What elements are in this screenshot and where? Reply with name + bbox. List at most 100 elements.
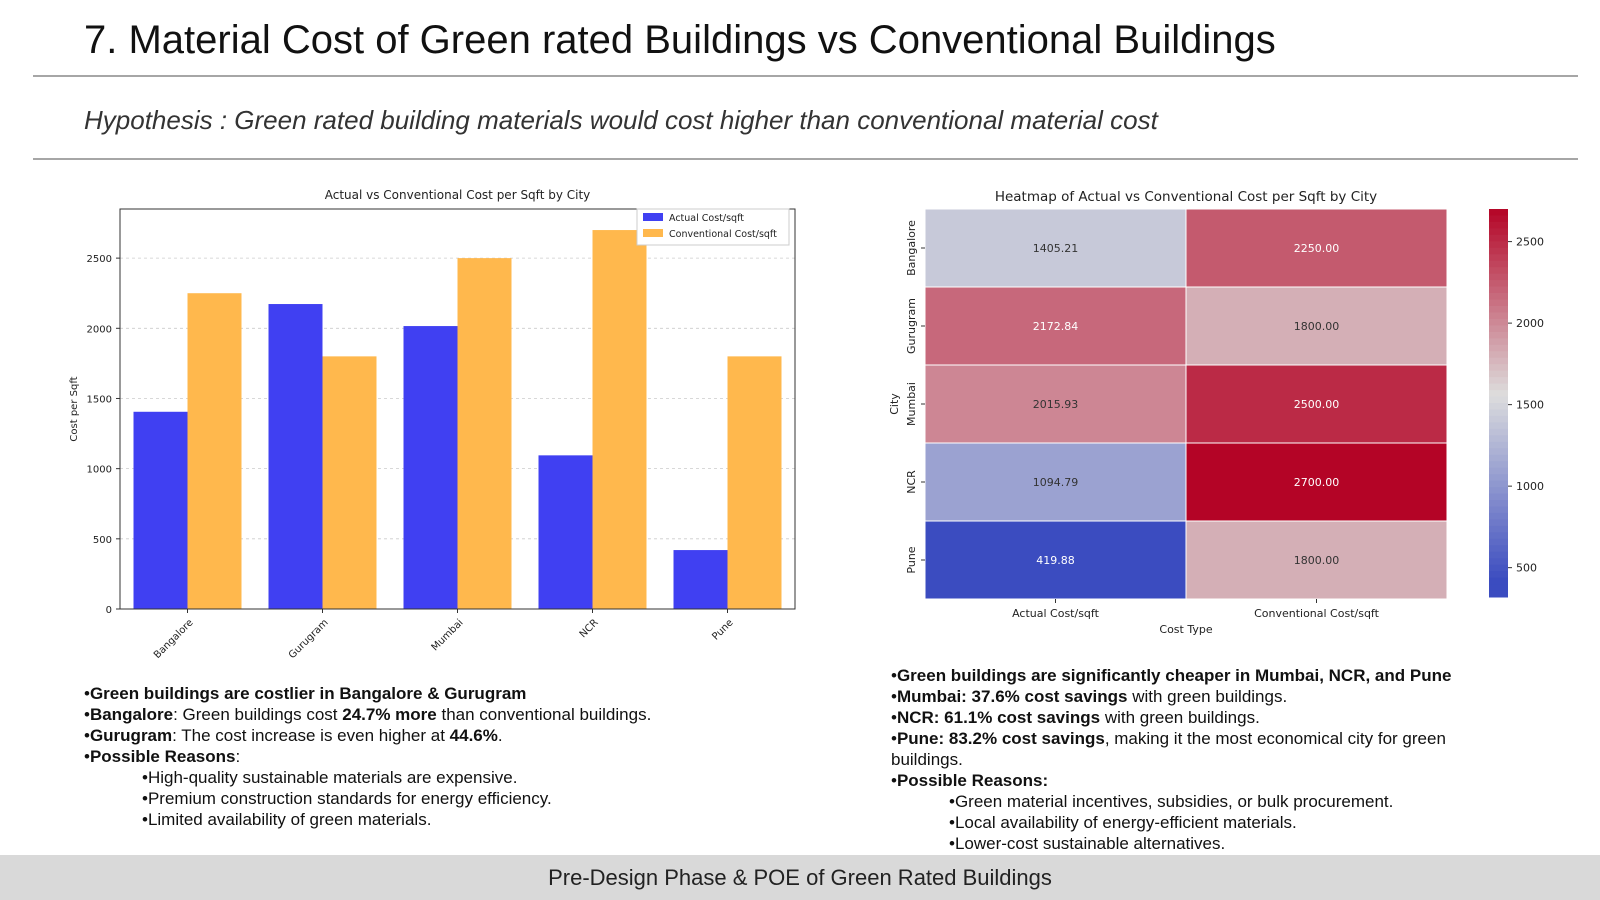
plain-text: : bbox=[235, 747, 241, 766]
colorbar-segment bbox=[1489, 538, 1508, 546]
colorbar-tick-label: 500 bbox=[1516, 562, 1537, 575]
colorbar-segment bbox=[1489, 228, 1508, 236]
reason-text: Green material incentives, subsidies, or… bbox=[954, 792, 1394, 811]
plain-text: : Green buildings cost bbox=[173, 705, 343, 724]
colorbar-tick-label: 1000 bbox=[1516, 480, 1544, 493]
colorbar-tick-label: 1500 bbox=[1516, 399, 1544, 412]
colorbar-segment bbox=[1489, 293, 1508, 301]
colorbar-segment bbox=[1489, 215, 1508, 223]
x-tick-label: Mumbai bbox=[430, 617, 466, 653]
plain-text: . bbox=[497, 726, 503, 745]
colorbar-segment bbox=[1489, 280, 1508, 288]
heatmap-cell-label: 1405.21 bbox=[1033, 242, 1079, 255]
colorbar-segment bbox=[1489, 286, 1508, 294]
conventional-cost-bar bbox=[592, 230, 647, 610]
finding-bullet: •Possible Reasons: bbox=[891, 770, 1511, 791]
heatmap-x-tick-label: Actual Cost/sqft bbox=[1012, 607, 1100, 620]
colorbar-segment bbox=[1489, 377, 1508, 385]
colorbar-segment bbox=[1489, 396, 1508, 404]
bullet-marker: • bbox=[84, 684, 90, 703]
legend-swatch bbox=[643, 229, 663, 237]
y-tick-label: 0 bbox=[106, 605, 112, 616]
heatmap-y-tick-label: Mumbai bbox=[905, 382, 918, 426]
colorbar-segment bbox=[1489, 454, 1508, 462]
bullet-marker: • bbox=[949, 813, 955, 832]
colorbar-segment bbox=[1489, 506, 1508, 514]
y-tick-label: 1500 bbox=[87, 394, 112, 405]
colorbar-segment bbox=[1489, 500, 1508, 507]
x-tick-label: NCR bbox=[578, 617, 601, 640]
colorbar-segment bbox=[1489, 325, 1508, 333]
colorbar-segment bbox=[1489, 260, 1508, 268]
colorbar-segment bbox=[1489, 564, 1508, 572]
finding-bullet: •NCR: 61.1% cost savings with green buil… bbox=[891, 707, 1511, 728]
bullet-marker: • bbox=[891, 687, 897, 706]
bold-text: Green buildings are costlier in Bangalor… bbox=[89, 684, 527, 703]
hypothesis-divider bbox=[33, 158, 1578, 160]
bullet-marker: • bbox=[949, 834, 955, 853]
bullet-marker: • bbox=[84, 747, 90, 766]
bullet-marker: • bbox=[891, 771, 897, 790]
footer-bar: Pre-Design Phase & POE of Green Rated Bu… bbox=[0, 855, 1600, 900]
conventional-cost-bar bbox=[322, 356, 377, 609]
colorbar-segment bbox=[1489, 493, 1508, 501]
actual-cost-bar bbox=[673, 550, 728, 609]
colorbar-segment bbox=[1489, 525, 1508, 533]
legend-swatch bbox=[643, 213, 663, 221]
heatmap-chart: Heatmap of Actual vs Conventional Cost p… bbox=[888, 189, 1544, 636]
heatmap-cell bbox=[924, 442, 1187, 522]
bar-chart-title: Actual vs Conventional Cost per Sqft by … bbox=[325, 188, 591, 202]
reason-bullet: •Lower-cost sustainable alternatives. bbox=[891, 833, 1511, 854]
colorbar-segment bbox=[1489, 571, 1508, 579]
reason-bullet: •Local availability of energy-efficient … bbox=[891, 812, 1511, 833]
reason-bullet: •High-quality sustainable materials are … bbox=[84, 767, 844, 788]
bold-text: Possible Reasons bbox=[89, 747, 236, 766]
colorbar-segment bbox=[1489, 532, 1508, 540]
conventional-cost-bar bbox=[187, 293, 242, 609]
plain-text: than conventional buildings. bbox=[436, 705, 652, 724]
colorbar-segment bbox=[1489, 247, 1508, 255]
heatmap-cell bbox=[1185, 520, 1448, 600]
plain-text: with green buildings. bbox=[1127, 687, 1288, 706]
colorbar-segment bbox=[1489, 312, 1508, 320]
legend-label: Actual Cost/sqft bbox=[669, 213, 744, 224]
colorbar-segment bbox=[1489, 435, 1508, 443]
colorbar-segment bbox=[1489, 338, 1508, 346]
bold-text: Pune: 83.2% cost savings bbox=[896, 729, 1105, 748]
y-tick-label: 1000 bbox=[87, 465, 112, 476]
bold-text: Green buildings are significantly cheape… bbox=[896, 666, 1452, 685]
reason-text: Lower-cost sustainable alternatives. bbox=[954, 834, 1226, 853]
heatmap-title: Heatmap of Actual vs Conventional Cost p… bbox=[995, 189, 1377, 205]
bullet-marker: • bbox=[891, 729, 897, 748]
bullet-marker: • bbox=[142, 789, 148, 808]
heatmap-y-tick-label: Gurugram bbox=[905, 298, 918, 354]
colorbar-segment bbox=[1489, 422, 1508, 430]
actual-cost-bar bbox=[268, 304, 323, 609]
colorbar-segment bbox=[1489, 428, 1508, 436]
colorbar-tick-label: 2500 bbox=[1516, 236, 1544, 249]
colorbar-segment bbox=[1489, 299, 1508, 307]
heatmap-cell-label: 1800.00 bbox=[1294, 554, 1340, 567]
bold-text: Mumbai: 37.6% cost savings bbox=[896, 687, 1128, 706]
bar-chart: Actual vs Conventional Cost per Sqft by … bbox=[69, 188, 796, 661]
heatmap-cell-label: 2700.00 bbox=[1294, 476, 1340, 489]
colorbar-tick-label: 2000 bbox=[1516, 317, 1544, 330]
reason-text: Premium construction standards for energ… bbox=[147, 789, 552, 808]
bullet-marker: • bbox=[142, 768, 148, 787]
colorbar-segment bbox=[1489, 357, 1508, 365]
heatmap-y-tick-label: NCR bbox=[905, 470, 918, 494]
bullet-marker: • bbox=[891, 708, 897, 727]
colorbar-segment bbox=[1489, 441, 1508, 449]
bold-text: Bangalore bbox=[89, 705, 174, 724]
colorbar-segment bbox=[1489, 545, 1508, 553]
colorbar-segment bbox=[1489, 519, 1508, 527]
reason-text: Local availability of energy-efficient m… bbox=[954, 813, 1297, 832]
heatmap-cell bbox=[1185, 286, 1448, 366]
colorbar-segment bbox=[1489, 331, 1508, 339]
y-axis-label: Cost per Sqft bbox=[69, 376, 80, 441]
colorbar-segment bbox=[1489, 487, 1508, 495]
bullet-marker: • bbox=[84, 705, 90, 724]
bold-text: NCR: 61.1% cost savings bbox=[896, 708, 1101, 727]
colorbar-segment bbox=[1489, 344, 1508, 352]
conventional-cost-bar bbox=[727, 356, 782, 609]
